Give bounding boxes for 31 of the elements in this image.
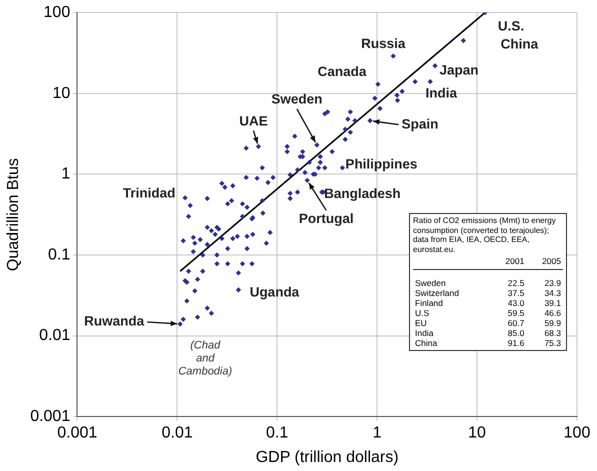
x-tick-label: 10 xyxy=(468,424,486,442)
annotation: Bangladesh xyxy=(324,186,401,201)
y-tick-label: 0.01 xyxy=(39,327,70,344)
annotation: Canada xyxy=(318,64,367,79)
annotation: Spain xyxy=(402,116,438,132)
annotation: Portugal xyxy=(298,211,354,226)
annotation: Ratio of CO2 emissions (Mmt) to energy consumption (converted to terajoules); data from EIA, IEA, OECD, EEA, eurostat.eu. xyxy=(413,216,557,254)
note-box: Ratio of CO2 emissions (Mmt) to energy consumption (converted to terajoules); data from EIA, IEA, OECD, EEA, eurostat.eu. 2001 2005 Sweden 22.5 23.9 Switzerland 37.5 34.3 Finland 43.0 39.1 U.S 59.5 46.6 EU 60.7 59.9 India 85.0 68.3 China 91.6 75.3 xyxy=(409,213,567,351)
annotation: U.S. xyxy=(498,18,524,34)
annotation: Trinidad xyxy=(122,186,176,201)
annotation: India xyxy=(425,85,458,100)
y-tick-label: 0.001 xyxy=(30,408,70,426)
x-tick-label: 0.1 xyxy=(266,424,288,442)
annotation: Philippines xyxy=(345,156,418,172)
annotation: Ruwanda xyxy=(84,314,145,329)
x-tick-label: 0.01 xyxy=(162,424,193,442)
x-tick-label: 100 xyxy=(564,424,590,442)
y-tick-label: 10 xyxy=(52,84,70,102)
annotation: Russia xyxy=(361,36,406,51)
x-axis-title: GDP (trillion dollars) xyxy=(256,448,399,466)
y-tick-label: 1 xyxy=(61,166,70,183)
annotation: China xyxy=(500,36,539,52)
y-tick-label: 0.1 xyxy=(48,246,70,264)
y-axis-title: Quadrillion Btus xyxy=(5,158,22,272)
x-tick-label: 1 xyxy=(372,424,382,442)
annotation: Uganda xyxy=(250,284,300,300)
annotation: Sweden xyxy=(271,92,322,107)
annotation: Japan xyxy=(440,62,479,78)
annotation: (Chad and Cambodia) xyxy=(178,339,232,378)
y-tick-label: 100 xyxy=(44,4,70,22)
annotation: UAE xyxy=(239,113,268,128)
